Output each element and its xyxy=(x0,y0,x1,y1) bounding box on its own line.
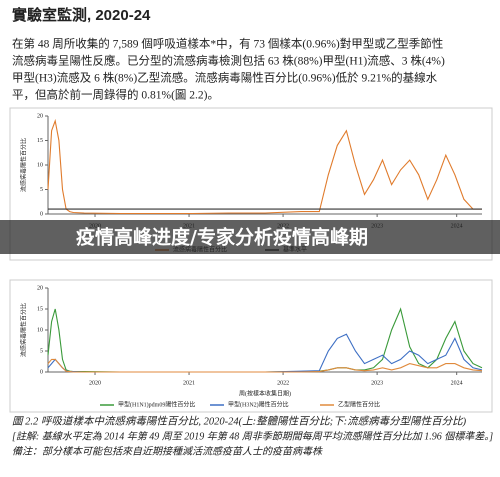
x-tick-label: 2024 xyxy=(451,380,463,386)
caption-line: 圖 2.2 呼吸道樣本中流感病毒陽性百分比, 2020-24(上:整體陽性百分比… xyxy=(12,415,467,427)
y-tick-label: 0 xyxy=(40,369,43,375)
y-tick-label: 15 xyxy=(37,138,43,144)
y-tick-label: 5 xyxy=(40,187,43,193)
title: 實驗室監測, 2020-24 xyxy=(12,6,151,24)
y-tick-label: 10 xyxy=(37,162,43,168)
caption-line: 備注：部分樣本可能包括來自近期接種減活流感疫苗人士的疫苗病毒株 xyxy=(12,445,323,457)
legend-label: 甲型(H3N2)陽性百分比 xyxy=(228,400,289,408)
y-tick-label: 10 xyxy=(37,327,43,333)
x-axis-label: 周(按樣本收集日期) xyxy=(239,389,291,397)
y-tick-label: 20 xyxy=(37,285,43,291)
x-tick-label: 2020 xyxy=(89,380,101,386)
chart-panel xyxy=(9,279,493,413)
body-line: 流感病毒呈陽性反應。已分型的流感病毒檢測包括 63 株(88%)甲型(H1)流感… xyxy=(12,54,445,68)
banner-bg xyxy=(0,220,500,254)
x-tick-label: 2022 xyxy=(277,380,289,386)
body-line: 平，但高於前一周錄得的 0.81%(圖 2.2)。 xyxy=(12,88,219,102)
y-axis-label: 流感病毒陽性百分比 xyxy=(19,303,27,357)
banner: 疫情高峰进度/专家分析疫情高峰期 xyxy=(76,226,368,249)
y-tick-label: 0 xyxy=(40,211,43,217)
y-tick-label: 5 xyxy=(40,348,43,354)
series-line xyxy=(47,358,483,373)
y-tick-label: 15 xyxy=(37,306,43,312)
body-line: 甲型(H3)流感及 6 株(8%)乙型流感。流感病毒陽性百分比(0.96%)低於… xyxy=(12,71,438,85)
legend-label: 甲型(H1N1)pdm09陽性百分比 xyxy=(118,400,195,408)
x-tick-label: 2021 xyxy=(183,380,195,386)
y-axis-label: 流感病毒陽性百分比 xyxy=(19,138,27,192)
body-line: 在第 48 周所收集的 7,589 個呼吸道樣本*中，有 73 個樣本(0.96… xyxy=(12,37,443,51)
series-line xyxy=(47,118,482,215)
caption-line: [註解: 基線水平定為 2014 年第 49 周至 2019 年第 48 周非季… xyxy=(12,430,493,442)
legend-label: 乙型陽性百分比 xyxy=(338,400,380,408)
y-tick-label: 20 xyxy=(37,113,43,119)
x-tick-label: 2023 xyxy=(371,380,383,386)
